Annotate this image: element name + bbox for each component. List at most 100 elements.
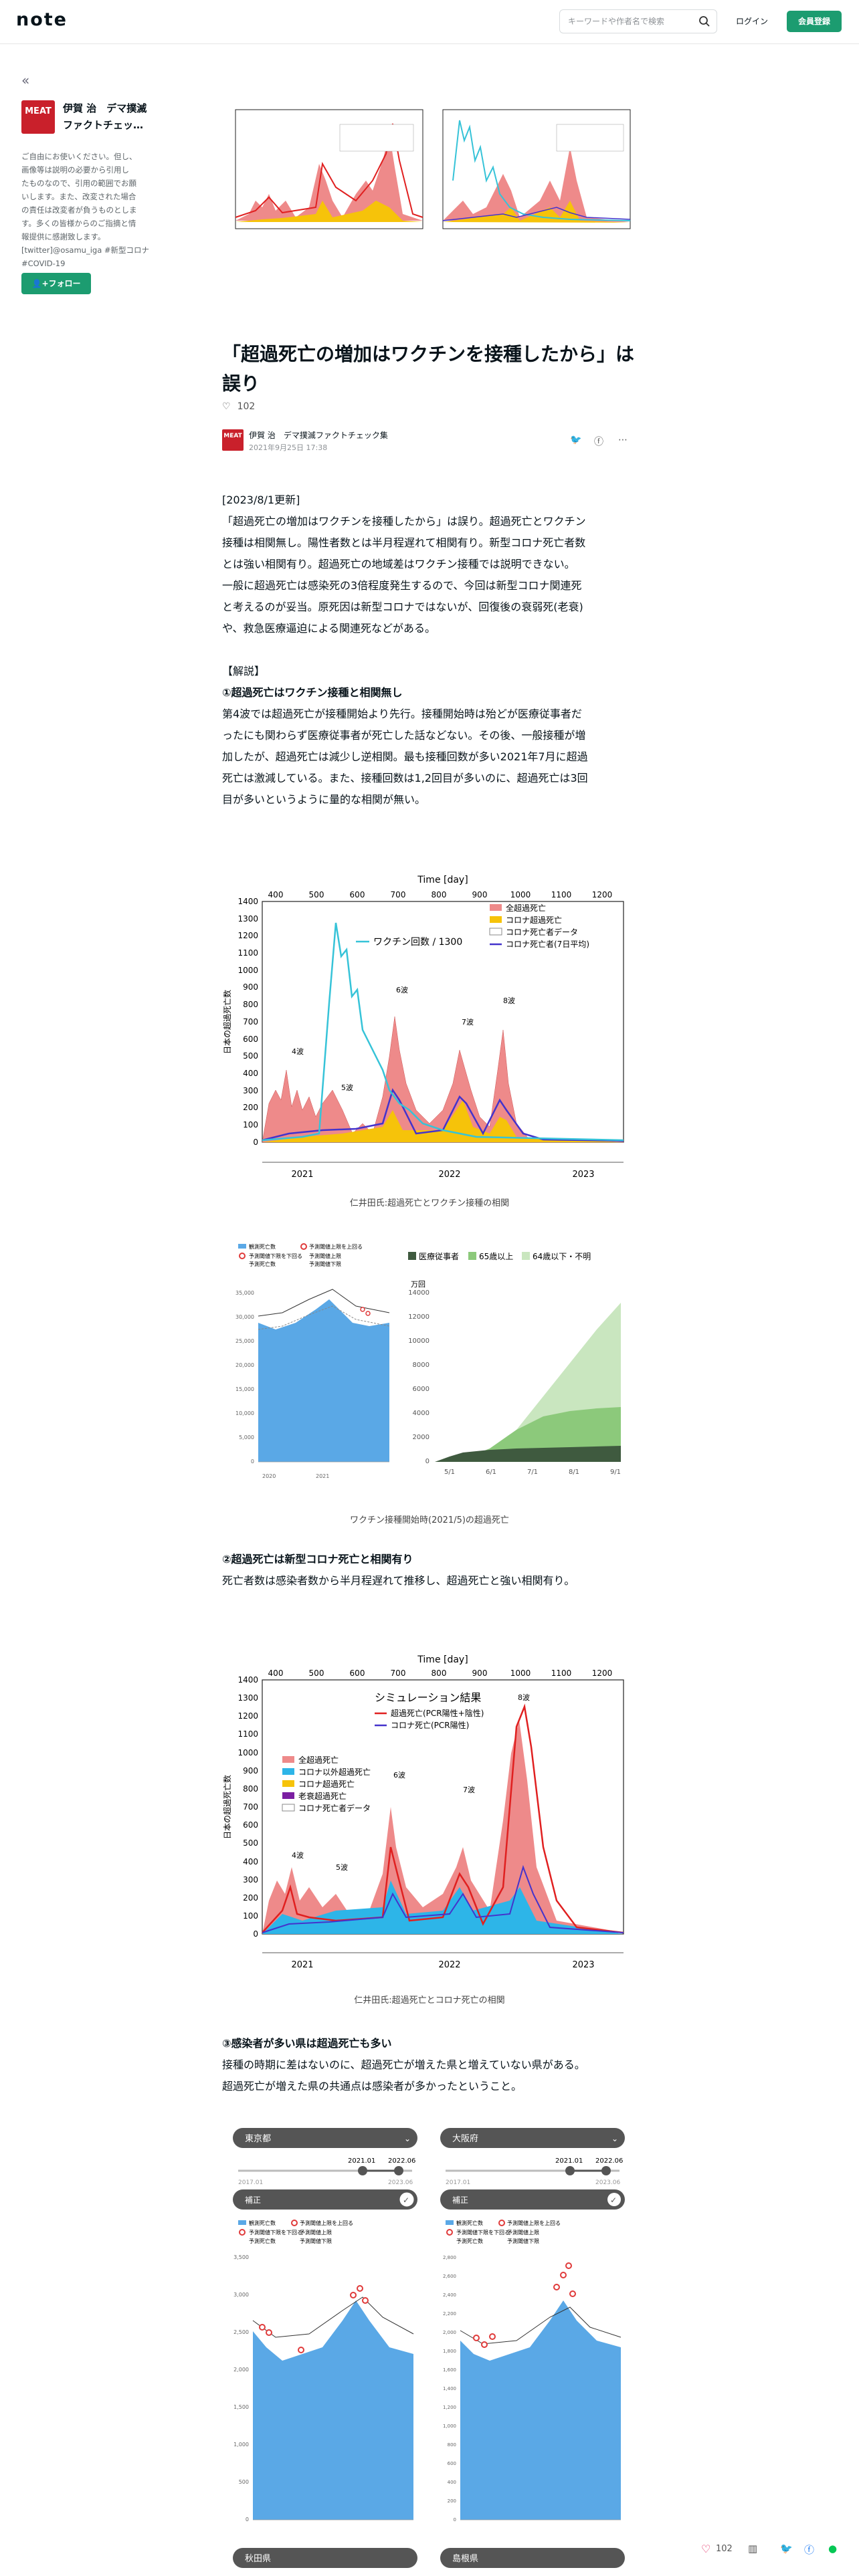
above-marker: [298, 2347, 304, 2353]
magazine-name-line2: ファクトチェッ…: [63, 119, 144, 131]
slider-handle[interactable]: [358, 2166, 367, 2175]
legend-swatch: [238, 1244, 246, 1249]
chart1-xtick: 1000: [510, 890, 531, 899]
pref-right-from: 2021.01: [555, 2157, 583, 2165]
chart1-ytick: 1100: [237, 948, 258, 958]
author-name[interactable]: 伊賀 治 デマ撲滅ファクトチェック集: [249, 431, 388, 440]
chart1-ytick: 0: [253, 1138, 258, 1147]
pref-left-range-to: 2023.06: [388, 2179, 413, 2186]
section1-line: ったにも関わらず医療従事者が死亡した話などない。その後、一般接種が増: [222, 729, 586, 742]
description-line: の責任は改変者が負うものとしま: [21, 205, 137, 215]
chart2-xtick: 7/1: [527, 1469, 538, 1476]
description-line: 画像等は説明の必要から引用し: [21, 165, 129, 175]
svg-text:✓: ✓: [610, 2195, 617, 2205]
wave-label: 7波: [463, 1786, 475, 1794]
chart1-xtick: 500: [309, 890, 324, 899]
like-area[interactable]: ♡ 102: [222, 401, 255, 412]
pref-ytick: 600: [448, 2461, 456, 2466]
twitter-share-icon[interactable]: 🐦: [570, 435, 582, 445]
line-share-icon[interactable]: ●: [828, 2543, 838, 2555]
pref-ytick: 1,400: [443, 2386, 456, 2391]
caption-3: 仁井田氏:超過死亡とコロナ死亡の相関: [354, 1996, 505, 2006]
pref-next-right-select[interactable]: [440, 2548, 625, 2568]
author-avatar[interactable]: MEAT: [222, 429, 244, 451]
magazine-add-icon[interactable]: ▥: [748, 2543, 758, 2555]
chart2-right-yticks: 0 2000 4000 6000 8000 10000 12000 14000: [408, 1289, 430, 1465]
more-share-icon[interactable]: ⋯: [618, 435, 628, 445]
pref-ytick: 0: [246, 2516, 249, 2523]
pref-right-yticks: 0 200 400 600 800 1,000 1,200 1,400 1,60…: [443, 2255, 456, 2523]
chart1-legend-item: コロナ超過死亡: [506, 915, 562, 925]
pref-left-panel: 東京都 ⌄ 2021.01 2022.06 2017.01 2023.06 補正…: [233, 2128, 417, 2568]
section3: ③感染者が多い県は超過死亡も多い 接種の時期に差はないのに、超過死亡が増えた県と…: [222, 2033, 637, 2097]
wave-label: 8波: [518, 1693, 530, 1702]
magazine-name[interactable]: 伊賀 治 デマ撲滅 ファクトチェッ…: [63, 100, 163, 134]
chart3-xtick: 1000: [510, 1669, 531, 1678]
chart-vaccine-start: 観測死亡数 予測閾値上限を上回る 予測閾値下限を下回る 予測閾値上限 予測死亡数…: [222, 1236, 637, 1495]
pref-next-left-select[interactable]: [233, 2548, 417, 2568]
search-icon[interactable]: [698, 15, 710, 27]
facebook-share-icon[interactable]: ⓕ: [804, 2544, 815, 2556]
twitter-share-icon[interactable]: 🐦: [780, 2543, 793, 2555]
section1-line: 目が多いというように量的な相関が無い。: [222, 793, 426, 806]
author-avatar-text: MEAT: [223, 433, 242, 439]
chart3-ytick: 700: [243, 1802, 258, 1812]
year-label: 2023: [572, 1960, 594, 1970]
section1-title: ①超過死亡はワクチン接種と相関無し: [222, 686, 403, 699]
chart3-ytick: 200: [243, 1893, 258, 1903]
description-line: いします。また、改変された場合: [21, 192, 136, 201]
above-marker: [560, 2272, 567, 2278]
facebook-share-icon[interactable]: ⓕ: [594, 437, 603, 447]
slider-handle[interactable]: [394, 2166, 403, 2175]
follow-button[interactable]: 👤+フォロー: [21, 273, 91, 294]
wave-label: 7波: [462, 1018, 474, 1027]
chart1-xticks: 400 500 600 700 800 900 1000 1100 1200: [268, 890, 613, 899]
wave-label: 5波: [341, 1083, 353, 1092]
heart-icon[interactable]: ♡: [701, 2543, 711, 2555]
chart2-legend-item: 観測死亡数: [249, 1243, 276, 1250]
section1-line: 死亡は激減している。また、接種回数は1,2回目が多いのに、超過死亡は3回: [222, 772, 588, 784]
intro-line: と考えるのが妥当。原死因は新型コロナではないが、回復後の衰弱死(老衰): [222, 601, 583, 613]
pref-left-select[interactable]: [233, 2128, 417, 2148]
chart3-sim-excess-line: [262, 1703, 624, 1934]
chart2-ytick: 4000: [413, 1410, 430, 1417]
chart3-ytick: 300: [243, 1875, 258, 1885]
note-logo[interactable]: note: [16, 9, 68, 30]
above-marker: [569, 2290, 576, 2297]
chart3-xtick: 700: [391, 1669, 406, 1678]
chart2-ytick: 2000: [413, 1434, 430, 1441]
pref-left-to: 2022.06: [388, 2157, 415, 2165]
pref-right-mode[interactable]: [440, 2189, 625, 2210]
chart3-ytick: 1400: [237, 1675, 258, 1685]
title-line2: 誤り: [222, 372, 260, 395]
search-box[interactable]: [559, 9, 717, 33]
magazine-avatar[interactable]: MEAT: [21, 100, 55, 134]
chart3-ytick: 600: [243, 1820, 258, 1830]
login-button[interactable]: ログイン: [735, 17, 768, 26]
pref-right-deaths-area: [460, 2300, 621, 2520]
chart2-ytick: 25,000: [235, 1338, 254, 1344]
legend-swatch: [490, 916, 502, 923]
chart1-xtick: 800: [432, 890, 447, 899]
slider-handle[interactable]: [601, 2166, 611, 2175]
signup-button[interactable]: 会員登録: [787, 11, 842, 32]
pref-left-mode[interactable]: [233, 2189, 417, 2210]
pref-left-range-from: 2017.01: [238, 2179, 263, 2186]
chart-excess-vs-vaccine: Time [day] 400 500 600 700 800 900 1000 …: [222, 869, 637, 1186]
chart3-ytick: 900: [243, 1766, 258, 1776]
chart3-title: シミュレーション結果: [375, 1691, 481, 1704]
pref-legend-item: 予測閾値上限: [300, 2229, 332, 2236]
check-icon[interactable]: [399, 2192, 414, 2207]
pref-left-name: 東京都: [245, 2133, 271, 2144]
chart2-legend-item: 65歳以上: [479, 1252, 513, 1261]
collapse-sidebar-icon[interactable]: «: [21, 72, 30, 88]
pref-right-select[interactable]: [440, 2128, 625, 2148]
follow-user-icon: 👤: [31, 279, 42, 288]
slider-handle[interactable]: [565, 2166, 575, 2175]
chart3-ytick: 1300: [237, 1693, 258, 1703]
chart1-ytick: 1000: [237, 966, 258, 975]
chart1-ytick: 1400: [237, 897, 258, 906]
heart-icon[interactable]: ♡: [222, 401, 231, 412]
check-icon[interactable]: [607, 2193, 621, 2206]
search-input[interactable]: [568, 10, 695, 33]
